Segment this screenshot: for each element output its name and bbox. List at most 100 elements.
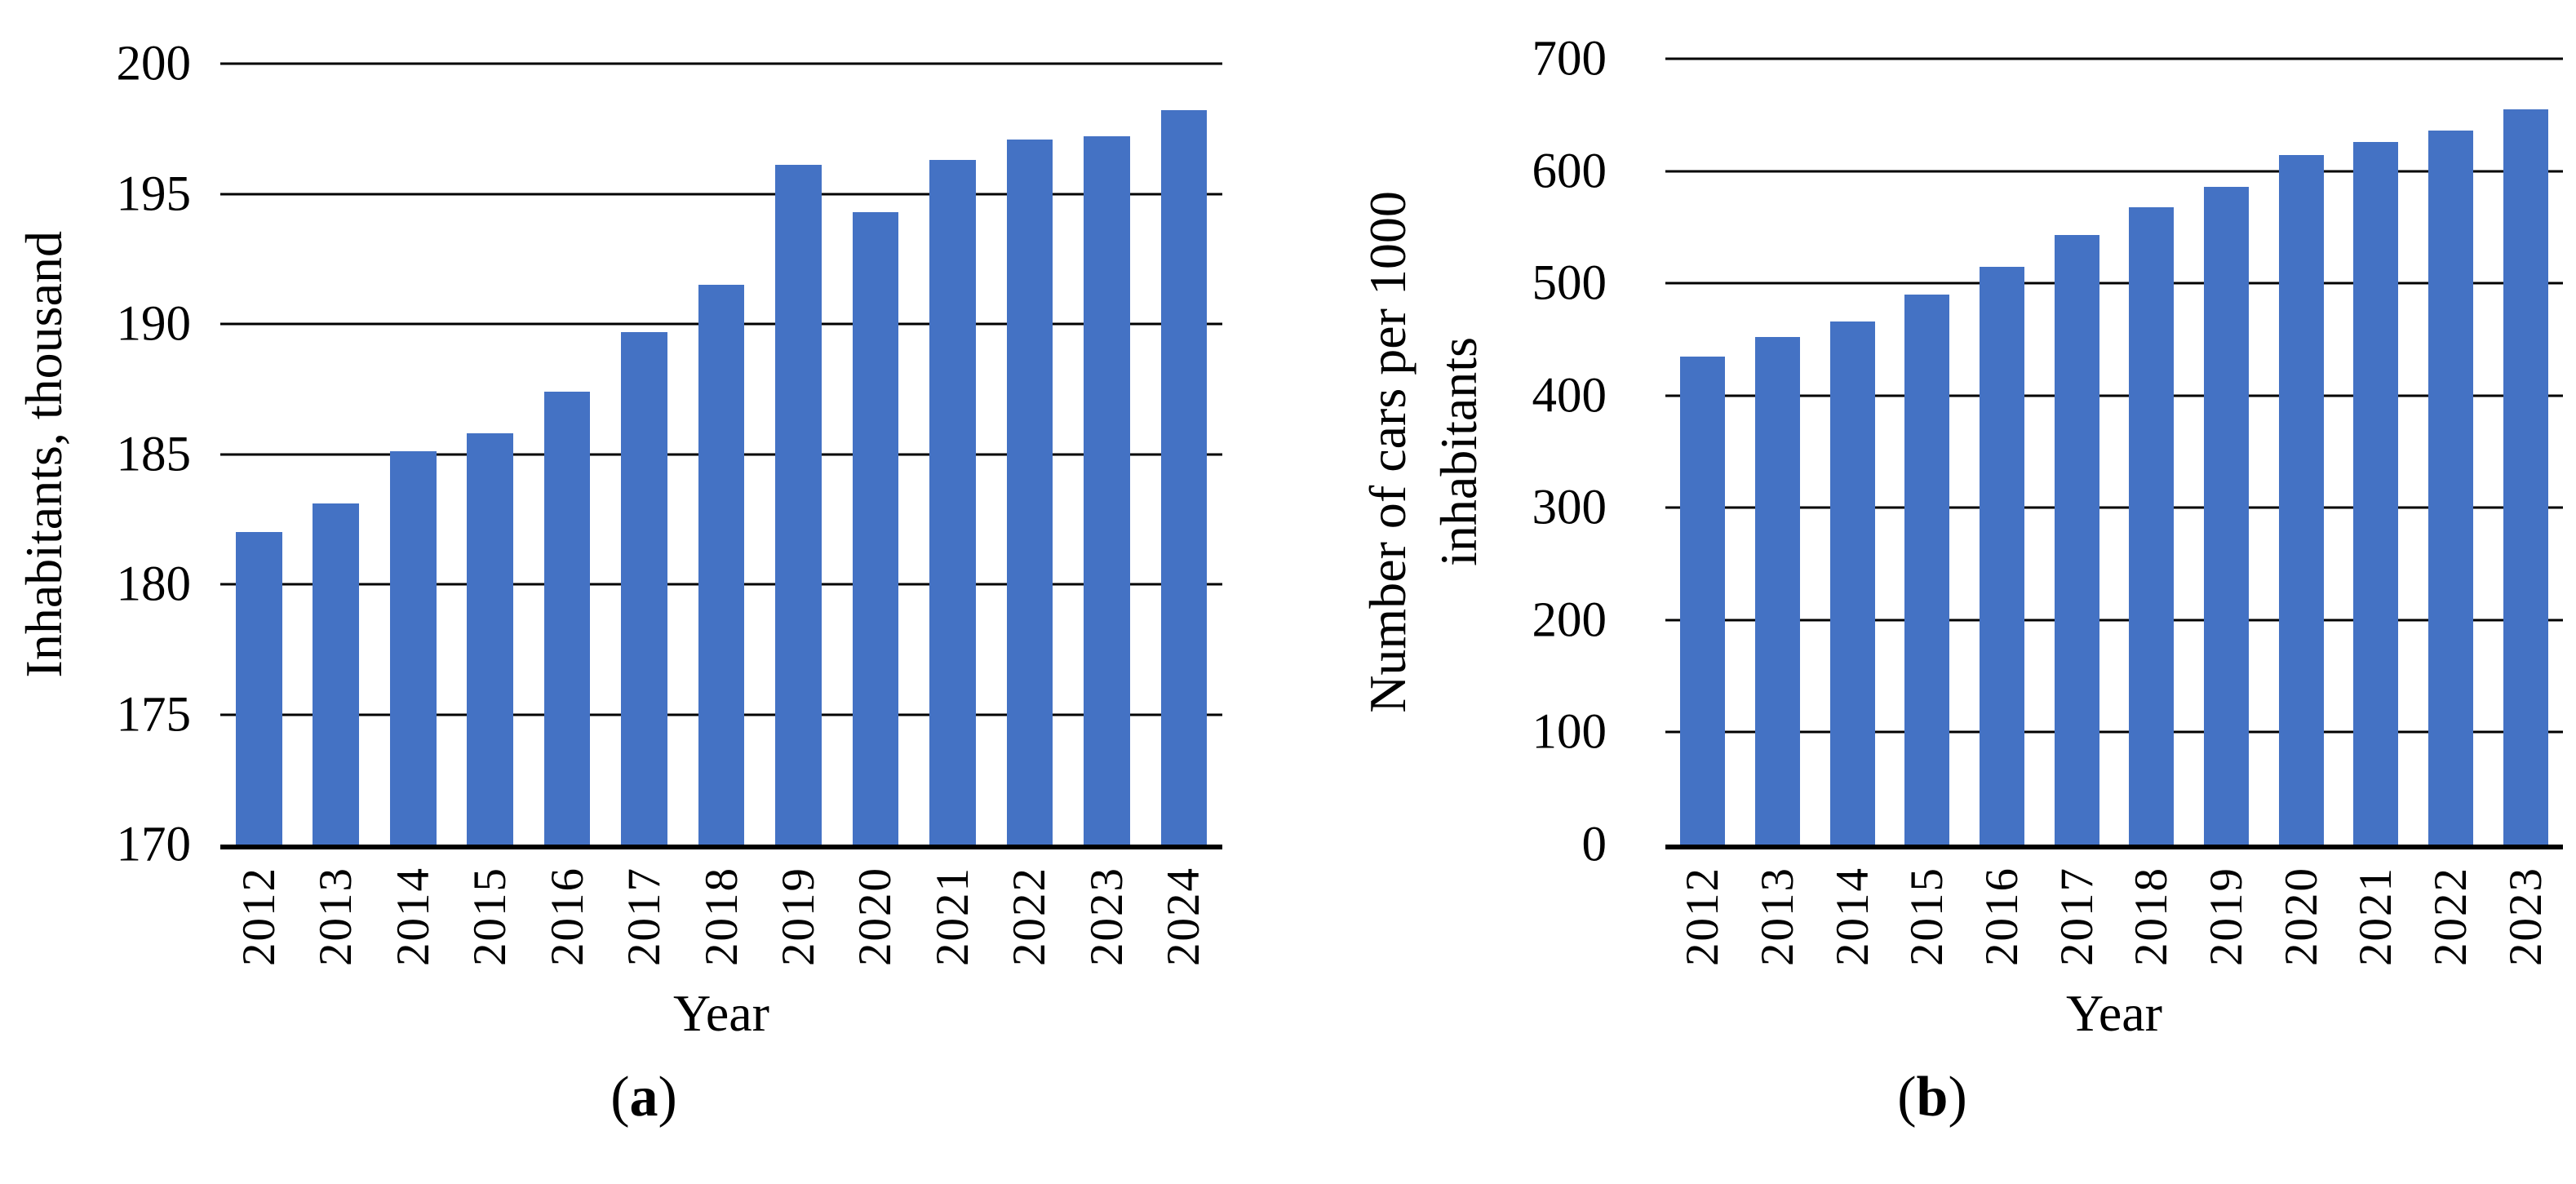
gridline-400 <box>1665 394 2563 397</box>
bar-slot-2023 <box>2488 59 2563 845</box>
y-tick-label-100: 100 <box>1532 704 1607 760</box>
bar-slot-2012 <box>220 64 297 845</box>
y-axis-title-b-line1: Number of cars per 1000 <box>1359 190 1417 713</box>
x-category-slot-2019: 2019 <box>760 867 836 1001</box>
x-category-slot-2016: 2016 <box>529 867 605 1001</box>
bar-slot-2015 <box>1890 59 1965 845</box>
chart-b-cars-per-1000: Number of cars per 1000 inhabitants 2012… <box>1288 0 2576 1184</box>
x-category-label-2014: 2014 <box>1826 867 1878 966</box>
bar-2015 <box>1904 294 1950 845</box>
bar-slot-2022 <box>991 64 1068 845</box>
bar-slot-2016 <box>1965 59 2040 845</box>
x-category-slot-2019: 2019 <box>2189 867 2264 1001</box>
bar-2023 <box>2503 109 2548 845</box>
x-category-label-2021: 2021 <box>926 867 978 966</box>
x-category-label-2013: 2013 <box>310 867 362 966</box>
gridline-100 <box>1665 730 2563 734</box>
y-tick-label-170: 170 <box>116 817 192 872</box>
x-category-slot-2022: 2022 <box>991 867 1068 1001</box>
plot-area-b <box>1665 57 2563 849</box>
caption-a-letter: a <box>629 1066 658 1129</box>
x-category-slot-2015: 2015 <box>451 867 528 1001</box>
bars-container-b <box>1665 59 2563 845</box>
x-category-label-2014: 2014 <box>387 867 439 966</box>
bar-2012 <box>235 532 282 845</box>
bar-2020 <box>2278 155 2324 845</box>
gridline-600 <box>1665 170 2563 173</box>
x-category-slot-2021: 2021 <box>914 867 991 1001</box>
x-axis-title-b: Year <box>2066 984 2162 1042</box>
caption-b-open-paren: ( <box>1897 1066 1917 1129</box>
y-tick-label-700: 700 <box>1532 31 1607 86</box>
x-category-label-2024: 2024 <box>1158 867 1210 966</box>
bar-2015 <box>467 432 513 845</box>
x-category-slot-2023: 2023 <box>2488 867 2563 1001</box>
x-category-slot-2021: 2021 <box>2339 867 2414 1001</box>
bar-2020 <box>852 211 899 845</box>
x-category-label-2015: 2015 <box>464 867 517 966</box>
y-tick-label-400: 400 <box>1532 368 1607 423</box>
gridline-200 <box>1665 619 2563 622</box>
bar-2012 <box>1680 356 1726 845</box>
y-tick-label-185: 185 <box>116 427 192 481</box>
x-category-slot-2024: 2024 <box>1146 867 1222 1001</box>
bar-slot-2022 <box>2414 59 2489 845</box>
x-category-label-2017: 2017 <box>2051 867 2103 966</box>
x-category-label-2022: 2022 <box>2425 867 2477 966</box>
bar-2021 <box>929 160 976 845</box>
bar-slot-2013 <box>297 64 374 845</box>
x-category-slot-2020: 2020 <box>2263 867 2339 1001</box>
bar-slot-2017 <box>605 64 682 845</box>
bar-slot-2019 <box>2189 59 2264 845</box>
x-category-slot-2023: 2023 <box>1068 867 1145 1001</box>
bar-slot-2015 <box>451 64 528 845</box>
bar-2021 <box>2353 141 2399 845</box>
caption-a-close-paren: ) <box>658 1066 677 1129</box>
bar-2014 <box>389 451 437 845</box>
bar-slot-2019 <box>760 64 836 845</box>
x-category-slot-2017: 2017 <box>605 867 682 1001</box>
y-tick-label-600: 600 <box>1532 144 1607 199</box>
bar-2019 <box>2204 186 2250 845</box>
x-category-slot-2014: 2014 <box>375 867 451 1001</box>
chart-a-inhabitants: Inhabitants, thousand 2012 2013 2014 2015 20… <box>15 39 1222 1129</box>
x-category-label-2016: 2016 <box>1976 867 2028 966</box>
x-category-label-2023: 2023 <box>1080 867 1133 966</box>
x-category-label-2017: 2017 <box>619 867 671 966</box>
bar-slot-2013 <box>1740 59 1816 845</box>
bar-2018 <box>698 285 745 845</box>
x-category-slot-2014: 2014 <box>1815 867 1890 1001</box>
bar-2016 <box>543 391 591 845</box>
x-category-label-2016: 2016 <box>541 867 593 966</box>
x-category-label-2023: 2023 <box>2499 867 2552 966</box>
bar-slot-2020 <box>837 64 914 845</box>
x-category-label-2020: 2020 <box>849 867 902 966</box>
bar-slot-2017 <box>2039 59 2114 845</box>
bar-slot-2021 <box>2339 59 2414 845</box>
caption-b-close-paren: ) <box>1948 1066 1967 1129</box>
x-category-slot-2020: 2020 <box>837 867 914 1001</box>
bar-2017 <box>621 331 667 845</box>
x-category-slot-2018: 2018 <box>683 867 760 1001</box>
bar-2017 <box>2054 235 2099 845</box>
bar-2014 <box>1829 321 1875 845</box>
x-category-label-2012: 2012 <box>233 867 285 966</box>
bar-slot-2021 <box>914 64 991 845</box>
gridline-195 <box>220 193 1222 195</box>
bar-slot-2014 <box>1815 59 1890 845</box>
x-category-slot-2018: 2018 <box>2114 867 2189 1001</box>
y-tick-label-500: 500 <box>1532 255 1607 311</box>
x-category-label-2018: 2018 <box>695 867 747 966</box>
bar-slot-2020 <box>2263 59 2339 845</box>
x-category-slot-2016: 2016 <box>1965 867 2040 1001</box>
x-category-slot-2015: 2015 <box>1890 867 1965 1001</box>
gridline-700 <box>1665 57 2563 60</box>
bar-slot-2023 <box>1068 64 1145 845</box>
bar-2013 <box>313 503 360 845</box>
bar-slot-2024 <box>1146 64 1222 845</box>
y-tick-label-175: 175 <box>116 687 192 742</box>
bar-slot-2012 <box>1665 59 1740 845</box>
bar-slot-2018 <box>2114 59 2189 845</box>
x-category-label-2022: 2022 <box>1004 867 1056 966</box>
gridline-200 <box>220 62 1222 65</box>
